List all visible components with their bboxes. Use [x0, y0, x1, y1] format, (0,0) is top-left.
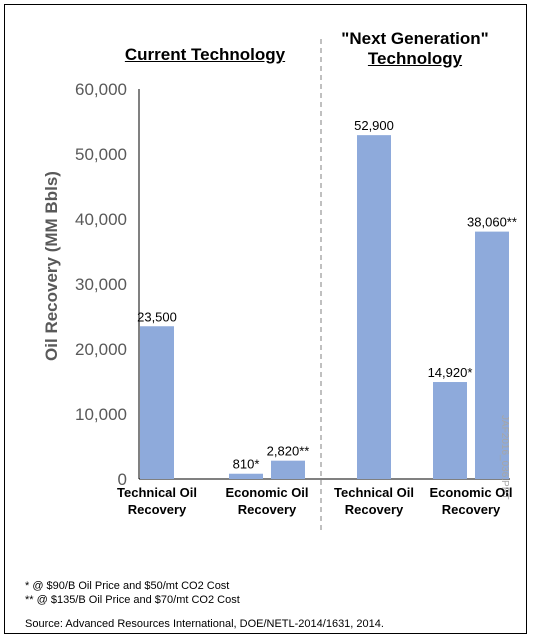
footnotes: * @ $90/B Oil Price and $50/mt CO2 Cost …	[25, 579, 240, 607]
category-label-line2: Recovery	[238, 502, 297, 517]
y-tick-label: 20,000	[75, 340, 127, 359]
group-heading-next-generation: "Next Generation" Technology	[325, 29, 505, 69]
category-label-line1: Technical Oil	[117, 485, 197, 500]
bar-value-label: 14,920*	[428, 365, 473, 380]
bar	[433, 382, 467, 479]
bar-value-label: 38,060**	[467, 215, 517, 230]
source-line: Source: Advanced Resources International…	[25, 618, 384, 630]
y-tick-label: 60,000	[75, 80, 127, 99]
group-heading-current: Current Technology	[105, 45, 305, 65]
footnote-2: ** @ $135/B Oil Price and $70/mt CO2 Cos…	[25, 594, 240, 606]
category-label-line1: Technical Oil	[334, 485, 414, 500]
bar-value-label: 810*	[233, 457, 260, 472]
category-label-line1: Economic Oil	[225, 485, 308, 500]
y-axis-label: Oil Recovery (MM Bbls)	[42, 171, 61, 361]
group-heading-next-line2: Technology	[367, 49, 463, 68]
bar	[475, 231, 509, 479]
chart-frame: 0 10,000 20,000 30,000 40,000 50,000 60,000 23,…	[4, 4, 527, 634]
group-heading-current-line2: Current Technology	[124, 45, 286, 64]
watermark: JAF2016_036.PPT	[499, 415, 510, 500]
category-label-line1: Economic Oil	[429, 485, 512, 500]
group-heading-next-line1: "Next Generation"	[341, 29, 489, 48]
footnote-1: * @ $90/B Oil Price and $50/mt CO2 Cost	[25, 580, 230, 592]
category-label-line2: Recovery	[128, 502, 187, 517]
bar	[271, 460, 305, 479]
bar	[140, 326, 174, 479]
y-tick-label: 0	[118, 470, 127, 489]
bar	[357, 135, 391, 479]
bar-value-label: 52,900	[354, 118, 394, 133]
y-tick-label: 50,000	[75, 145, 127, 164]
y-tick-label: 40,000	[75, 210, 127, 229]
bar-value-label: 23,500	[137, 309, 177, 324]
bar	[229, 473, 263, 479]
bar-value-label: 2,820**	[267, 444, 310, 459]
category-label-line2: Recovery	[442, 502, 501, 517]
bar-chart: 0 10,000 20,000 30,000 40,000 50,000 60,000 23,…	[75, 39, 517, 530]
category-label-line2: Recovery	[345, 502, 404, 517]
y-tick-label: 30,000	[75, 275, 127, 294]
y-tick-label: 10,000	[75, 405, 127, 424]
